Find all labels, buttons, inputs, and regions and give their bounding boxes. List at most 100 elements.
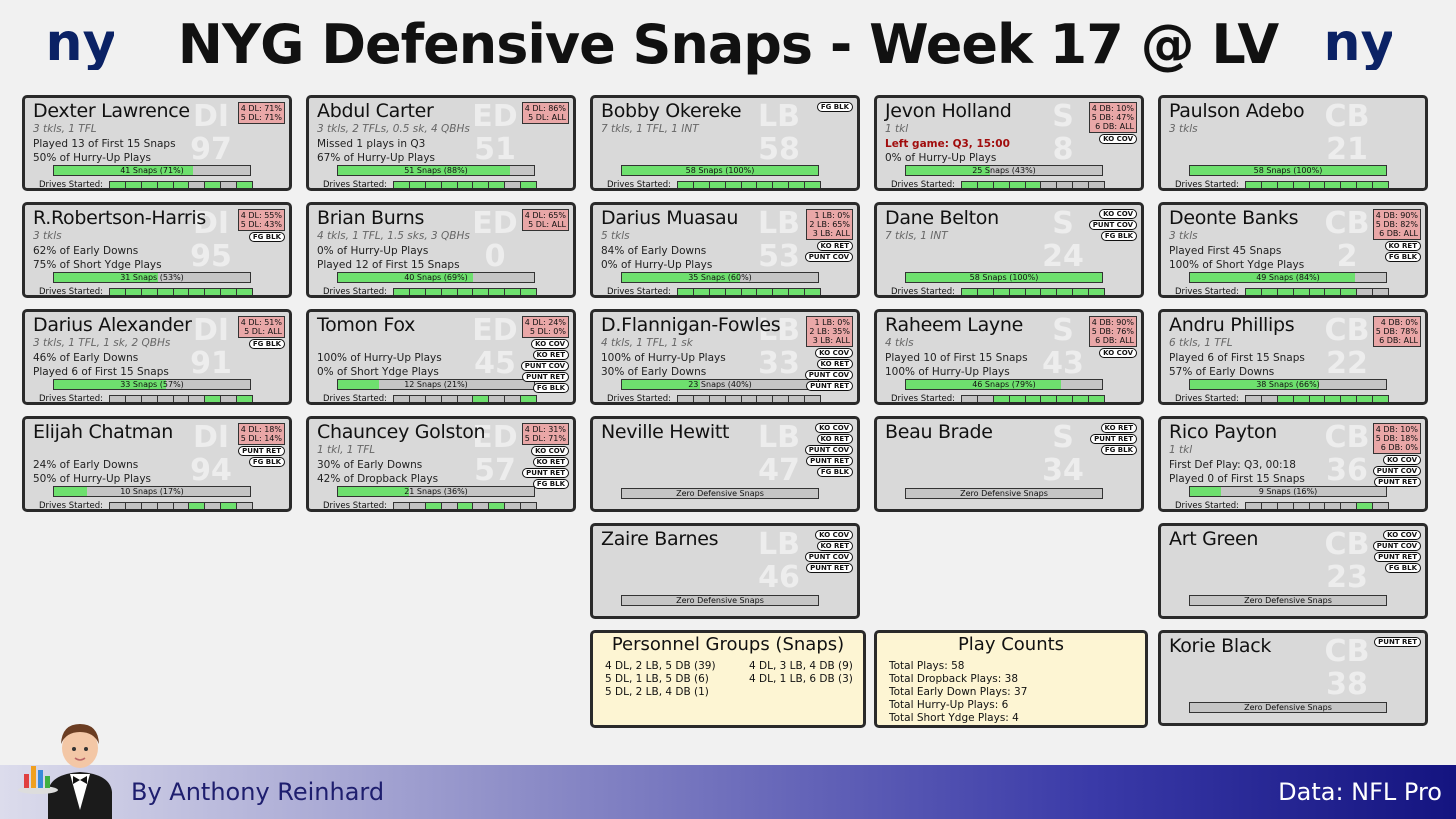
drive-segment (221, 182, 238, 188)
snap-bar: 41 Snaps (71%) (53, 165, 251, 176)
drives-label: Drives Started: (607, 287, 672, 297)
player-note: 100% of Hurry-Up Plays (885, 366, 1010, 378)
alignment-pct: 2 LB: 35% (809, 327, 850, 336)
special-teams-tag: FG BLK (248, 339, 285, 349)
drives-label: Drives Started: (39, 501, 104, 511)
play-counts-box: Play Counts Total Plays: 58 Total Dropba… (874, 630, 1148, 728)
special-teams-tags: PUNT RET (1374, 637, 1421, 647)
player-card: CB 21 Paulson Adebo 3 tkls 58 Snaps (100%) Dr… (1158, 95, 1428, 191)
drive-segment (457, 503, 474, 509)
drive-segment (1325, 289, 1342, 295)
drive-segment (221, 396, 238, 402)
play-count: Total Short Ydge Plays: 4 (889, 712, 1019, 724)
drive-segment (505, 396, 522, 402)
drive-segment (1293, 396, 1310, 402)
special-teams-tags: KO COV (1099, 348, 1137, 358)
drive-segment (173, 289, 190, 295)
snap-bar-label: 12 Snaps (21%) (404, 380, 468, 389)
player-name: Brian Burns (317, 207, 425, 229)
player-name: Raheem Layne (885, 314, 1024, 336)
snap-bar-fill (338, 166, 511, 175)
player-name: Neville Hewitt (601, 421, 730, 443)
drive-segment (125, 396, 142, 402)
drives-label: Drives Started: (39, 394, 104, 404)
snap-bar: 38 Snaps (66%) (1189, 379, 1387, 390)
drive-segment (741, 396, 758, 402)
snap-bar-label: Zero Defensive Snaps (676, 489, 764, 498)
snap-bar: Zero Defensive Snaps (621, 595, 819, 606)
player-note: 0% of Hurry-Up Plays (601, 259, 713, 271)
drive-segment (521, 396, 537, 402)
drives-label: Drives Started: (1175, 287, 1240, 297)
snap-bar-fill (622, 166, 818, 175)
jersey-watermark: DI 97 (190, 99, 232, 167)
drive-segment (1057, 182, 1074, 188)
alignment-pct: 3 LB: ALL (812, 229, 850, 238)
drive-segment (473, 396, 490, 402)
drive-segment (457, 396, 474, 402)
player-note: 57% of Early Downs (1169, 366, 1275, 378)
player-card: S 8 Jevon Holland 1 tkl Left game: Q3, 15:00… (874, 95, 1144, 191)
personnel-group: 4 DL, 1 LB, 6 DB (3) (749, 673, 853, 685)
drive-segment (725, 289, 742, 295)
player-card: CB 22 Andru Phillips 6 tkls, 1 TFL Played 6 … (1158, 309, 1428, 405)
drive-segment (441, 503, 458, 509)
jersey-watermark: ED 57 (472, 420, 518, 488)
alignment-pct: 1 LB: 0% (814, 211, 850, 220)
special-teams-tag: PUNT COV (520, 361, 569, 371)
drive-segment (409, 503, 426, 509)
player-card: ED 51 Abdul Carter 3 tkls, 2 TFLs, 0.5 sk, … (306, 95, 576, 191)
drive-segment (757, 396, 774, 402)
svg-text:ny: ny (48, 16, 114, 70)
player-card: S 34 Beau Brade Zero Defensive Snaps KO RET P… (874, 416, 1144, 512)
jersey-watermark: CB 2 (1324, 206, 1370, 274)
special-teams-tag: KO RET (1384, 241, 1421, 251)
drives-label: Drives Started: (323, 501, 388, 511)
snap-bar: Zero Defensive Snaps (905, 488, 1103, 499)
drive-segment (741, 182, 758, 188)
drive-segment (141, 396, 158, 402)
special-teams-tag: FG BLK (1100, 231, 1137, 241)
snap-bar-fill (906, 166, 991, 175)
drives-started-track (393, 288, 537, 295)
position-alignment-box: 4 DL: 55% 5 DL: 43% (237, 209, 285, 231)
player-name: Jevon Holland (885, 100, 1012, 122)
drive-segment (1089, 289, 1105, 295)
position-alignment-box: 4 DL: 18% 5 DL: 14% (237, 423, 285, 445)
position-alignment-box: 4 DL: 86% 5 DL: ALL (521, 102, 569, 124)
drive-segment (1293, 289, 1310, 295)
snap-bar: 31 Snaps (53%) (53, 272, 251, 283)
drive-segment (805, 289, 821, 295)
special-teams-tags: KO COV KO RET PUNT COV PUNT RET (804, 530, 853, 573)
drives-label: Drives Started: (1175, 180, 1240, 190)
drive-segment (693, 396, 710, 402)
player-card: DI 94 Elijah Chatman 24% of Early Downs 50% … (22, 416, 292, 512)
drive-segment (1277, 396, 1294, 402)
snap-bar-label: 25 Snaps (43%) (972, 166, 1036, 175)
special-teams-tag: KO RET (816, 541, 853, 551)
special-teams-tag: PUNT COV (1372, 466, 1421, 476)
drives-started-track (393, 502, 537, 509)
special-teams-tag: KO COV (1383, 455, 1421, 465)
alignment-pct: 4 DL: 31% (524, 425, 566, 434)
special-teams-tags: KO RET PUNT RET FG BLK (1090, 423, 1137, 455)
alignment-pct: 6 DB: 0% (1380, 443, 1418, 452)
player-card: DI 91 Darius Alexander 3 tkls, 1 TFL, 1 sk,… (22, 309, 292, 405)
drives-label: Drives Started: (607, 394, 672, 404)
alignment-pct: 4 DL: 86% (524, 104, 566, 113)
alignment-pct: 4 DL: 71% (240, 104, 282, 113)
drives-started-track (109, 502, 253, 509)
player-card: ED 0 Brian Burns 4 tkls, 1 TFL, 1.5 sks, 3 … (306, 202, 576, 298)
jersey-watermark: S 24 (1042, 206, 1084, 274)
special-teams-tag: KO RET (816, 434, 853, 444)
drive-segment (1373, 182, 1389, 188)
player-stats: 7 tkls, 1 TFL, 1 INT (601, 123, 699, 135)
special-teams-tags: KO COV KO RET PUNT COV PUNT RET FG BLK (520, 339, 569, 393)
player-name: Darius Muasau (601, 207, 739, 229)
player-card: LB 33 D.Flannigan-Fowles 4 tkls, 1 TFL, 1 s… (590, 309, 860, 405)
snap-bar-fill (906, 273, 1102, 282)
snap-bar-label: 49 Snaps (84%) (1256, 273, 1320, 282)
play-count: Total Hurry-Up Plays: 6 (889, 699, 1009, 711)
position-alignment-box: 4 DL: 24% 5 DL: 0% (521, 316, 569, 338)
drive-segment (489, 396, 506, 402)
